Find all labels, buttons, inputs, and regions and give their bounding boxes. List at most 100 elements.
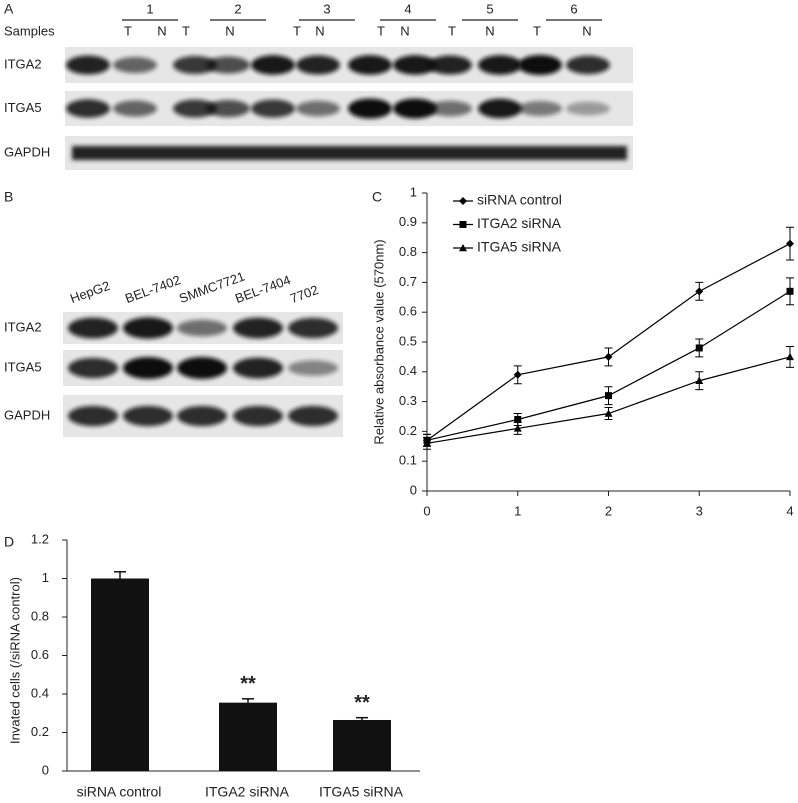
marker [786, 239, 794, 248]
blot-band [233, 405, 283, 427]
blot-band [123, 317, 173, 339]
y-tick-label: 1.2 [31, 531, 49, 546]
x-tick-label: 4 [786, 503, 793, 518]
blot-band [113, 100, 157, 117]
marker [605, 392, 612, 400]
panel-b: B HepG2 BEL-7402SMMC7721BEL-74047702ITGA2… [4, 189, 343, 437]
blot-band [173, 56, 217, 74]
blot-band [68, 317, 118, 339]
blot-band [233, 357, 283, 379]
x-tick-label: ITGA5 siRNA [319, 784, 404, 800]
blot-band [177, 405, 227, 427]
cell-line-label: 7702 [288, 282, 320, 306]
blot-band [123, 357, 173, 379]
x-tick-label: ITGA2 siRNA [205, 784, 290, 800]
lane-label: N [157, 23, 166, 38]
significance-label: ** [354, 692, 370, 714]
panel-d: D Invated cells (/siRNA control) 0 0.2 0.4 0.… [4, 531, 420, 800]
y-tick-label: 0.1 [399, 453, 417, 468]
lane-label: T [124, 23, 132, 38]
marker [459, 221, 467, 228]
row-label: GAPDH [4, 144, 50, 159]
y-axis-label: Invated cells (/siRNA control) [7, 577, 22, 744]
row-label: ITGA5 [4, 100, 42, 115]
blot-band [393, 98, 437, 119]
blot-band [66, 55, 110, 75]
y-tick-label: 0 [410, 482, 417, 497]
panel-label: D [4, 534, 14, 550]
samples-label: Samples [4, 23, 55, 38]
x-tick-label: siRNA control [77, 784, 162, 800]
blot-band [177, 357, 227, 379]
x-tick-label: 2 [605, 503, 612, 518]
blot-band [288, 360, 338, 376]
sample-number: 3 [323, 1, 330, 16]
x-tick-label: 1 [514, 503, 521, 518]
blot-band [251, 99, 295, 118]
x-tick-label: 0 [423, 503, 430, 518]
y-tick-label: 0.7 [399, 274, 417, 289]
sample-number: 4 [404, 1, 411, 16]
blot-band [177, 319, 227, 337]
y-tick-label: 0 [42, 762, 49, 777]
y-tick-label: 0.6 [399, 304, 417, 319]
marker [423, 439, 431, 447]
y-tick-label: 0.2 [399, 423, 417, 438]
marker [786, 352, 794, 361]
sample-number: 2 [234, 1, 241, 16]
panel-a: A Samples 1 2 3 4 5 6T N T N T N T N T N T NITGA2ITGA5GA… [4, 1, 633, 170]
y-tick-label: 0.6 [31, 647, 49, 662]
blot-band [518, 101, 562, 116]
lane-label: N [485, 23, 494, 38]
blot-band [233, 317, 283, 339]
blot-band [393, 55, 437, 75]
y-tick-label: 0.9 [399, 214, 417, 229]
marker [695, 287, 704, 296]
panel-label: C [372, 189, 382, 205]
row-label: ITGA2 [4, 319, 42, 334]
row-label: ITGA2 [4, 56, 42, 71]
panel-label: A [4, 1, 14, 17]
lane-label: N [225, 23, 234, 38]
blot-band [123, 405, 173, 427]
y-tick-label: 0.8 [31, 608, 49, 623]
blot-band [566, 55, 610, 75]
y-tick-label: 1 [410, 184, 417, 199]
blot-band [288, 405, 338, 427]
lane-label: T [182, 23, 190, 38]
lane-label: T [377, 23, 385, 38]
y-tick-label: 0.8 [399, 244, 417, 259]
blot-band [68, 405, 118, 427]
panel-c: C Relative absorbance value (570nm) 0 0.1 0.… [371, 184, 794, 518]
legend-label: siRNA control [477, 192, 562, 208]
blot-band [566, 101, 610, 116]
cell-line-label: BEL-7402 [123, 272, 182, 306]
y-tick-label: 0.4 [31, 685, 49, 700]
marker [786, 287, 794, 295]
x-tick-label: 3 [696, 503, 703, 518]
y-tick-label: 0.3 [399, 393, 417, 408]
lane-label: N [582, 23, 591, 38]
bar [91, 578, 149, 771]
marker [513, 370, 522, 379]
blot-band [296, 100, 340, 117]
lane-label: T [533, 23, 541, 38]
sample-number: 5 [486, 1, 493, 16]
blot-band [348, 98, 392, 119]
y-tick-label: 1 [42, 570, 49, 585]
blot-band [72, 146, 627, 160]
lane-label: N [400, 23, 409, 38]
blot-band [66, 99, 110, 118]
sample-number: 1 [146, 1, 153, 16]
blot-band [348, 55, 392, 75]
blot-band [68, 357, 118, 379]
blot-band [478, 98, 522, 119]
row-label: ITGA5 [4, 359, 42, 374]
bar [333, 719, 391, 771]
blot-band [206, 56, 250, 74]
blot-band [251, 55, 295, 75]
blot-band [206, 100, 250, 117]
cell-line-label: HepG2 [68, 278, 112, 306]
marker [695, 376, 704, 384]
row-label: GAPDH [4, 407, 50, 422]
